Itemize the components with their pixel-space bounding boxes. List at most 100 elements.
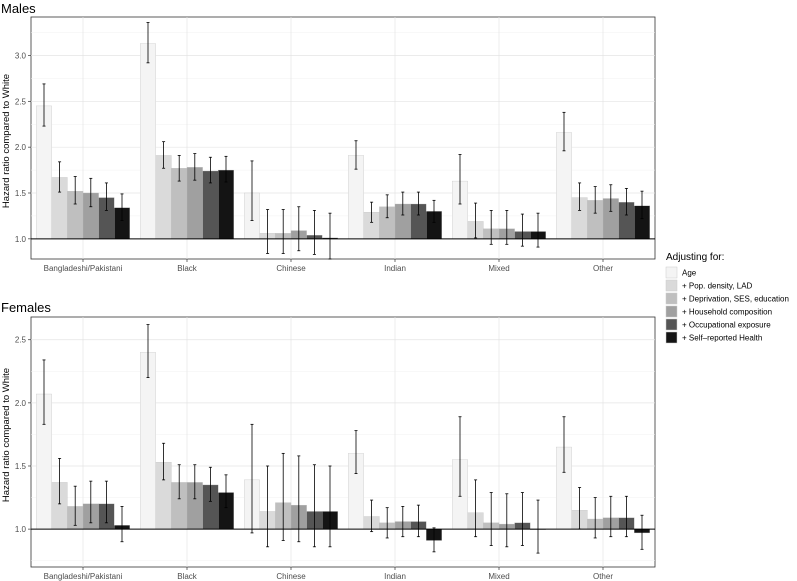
x-tick-label: Bangladeshi/Pakistani xyxy=(44,264,123,273)
error-bar xyxy=(224,474,228,509)
error-bar xyxy=(281,209,285,254)
error-bar xyxy=(73,176,77,205)
legend-label: Age xyxy=(682,269,697,278)
error-bar xyxy=(354,430,358,474)
legend-label: + Self–reported Health xyxy=(682,334,762,343)
error-bar xyxy=(520,213,524,247)
error-bar xyxy=(42,359,46,425)
error-bar xyxy=(578,487,582,530)
error-bar xyxy=(73,485,77,526)
error-bar xyxy=(489,492,493,546)
panel-males: Males Hazard ratio compared to White 1.0… xyxy=(1,1,656,273)
y-tick-label: 2.0 xyxy=(15,399,27,408)
error-bar xyxy=(416,504,420,538)
error-bar xyxy=(401,191,405,216)
error-bar xyxy=(624,495,628,538)
legend: Adjusting for: Age + Pop. density, LAD + D… xyxy=(665,252,789,344)
error-bar xyxy=(536,499,540,554)
plot-area-females: 1.0 1.5 2.0 2.5 Bangladeshi/Pakistani Black Ch… xyxy=(15,316,656,581)
bar-black-series-1 xyxy=(140,43,156,239)
error-bar xyxy=(281,452,285,541)
error-bar xyxy=(640,514,644,550)
error-bar xyxy=(474,479,478,538)
y-tick-label: 2.5 xyxy=(15,97,27,106)
error-bar xyxy=(609,495,613,538)
panel-title-males: Males xyxy=(1,1,36,16)
error-bar xyxy=(328,465,332,548)
error-bar xyxy=(297,455,301,543)
error-bar xyxy=(562,111,566,152)
error-bar xyxy=(297,206,301,252)
y-tick-label: 2.0 xyxy=(15,143,27,152)
error-bar xyxy=(250,160,254,221)
error-bar xyxy=(312,464,316,548)
error-bar xyxy=(624,188,628,216)
panel-title-females: Females xyxy=(1,300,51,315)
x-tick-label: Chinese xyxy=(276,572,306,581)
error-bar xyxy=(489,210,493,245)
legend-entry: Age xyxy=(665,266,697,279)
error-bar xyxy=(224,155,228,183)
legend-entry: + Household composition xyxy=(665,305,772,318)
error-bar xyxy=(474,202,478,239)
x-tick-label: Other xyxy=(593,572,613,581)
error-bar xyxy=(354,140,358,170)
error-bar xyxy=(520,492,524,546)
error-bar xyxy=(266,465,270,548)
x-tick-label: Mixed xyxy=(488,572,509,581)
y-tick-label: 3.0 xyxy=(15,52,27,61)
legend-label: + Deprivation, SES, education xyxy=(682,295,789,304)
error-bar xyxy=(193,153,197,181)
panel-border xyxy=(30,16,656,260)
error-bar xyxy=(162,442,166,481)
error-bar xyxy=(458,154,462,205)
y-axis-title-males: Hazard ratio compared to White xyxy=(1,74,12,208)
error-bar xyxy=(193,464,197,500)
error-bar xyxy=(609,184,613,212)
y-tick-label: 1.0 xyxy=(15,235,27,244)
error-bar xyxy=(370,499,374,533)
error-bar xyxy=(385,507,389,539)
legend-entry: + Occupational exposure xyxy=(665,318,771,331)
panel-females: Females Hazard ratio compared to White 1… xyxy=(1,300,656,581)
error-bar xyxy=(266,209,270,254)
y-tick-label: 1.5 xyxy=(15,462,27,471)
error-bar xyxy=(640,190,644,220)
y-axis-title-females: Hazard ratio compared to White xyxy=(1,368,12,502)
error-bar xyxy=(416,191,420,216)
error-bar xyxy=(162,141,166,169)
error-bar xyxy=(578,182,582,211)
error-bar xyxy=(120,505,124,543)
error-bar xyxy=(328,212,332,260)
error-bar xyxy=(208,466,212,502)
error-bar xyxy=(536,212,540,248)
error-bar xyxy=(312,210,316,255)
legend-entry: + Deprivation, SES, education xyxy=(665,292,789,305)
error-bar xyxy=(385,194,389,219)
x-tick-label: Chinese xyxy=(276,264,306,273)
legend-swatch xyxy=(665,279,678,292)
x-tick-label: Bangladeshi/Pakistani xyxy=(44,572,123,581)
legend-label: + Occupational exposure xyxy=(682,321,771,330)
x-tick-label: Indian xyxy=(384,264,406,273)
panel-border xyxy=(30,316,656,568)
error-bar xyxy=(593,186,597,214)
error-bar xyxy=(89,480,93,524)
error-bar xyxy=(58,161,62,193)
error-bar xyxy=(104,480,108,524)
y-tick-label: 1.5 xyxy=(15,189,27,198)
error-bar xyxy=(432,199,436,223)
y-tick-label: 2.5 xyxy=(15,336,27,345)
error-bar xyxy=(401,505,405,538)
error-bar xyxy=(458,416,462,497)
legend-swatch xyxy=(665,318,678,331)
legend-swatch xyxy=(665,266,678,279)
x-tick-label: Other xyxy=(593,264,613,273)
error-bar xyxy=(146,22,150,64)
legend-swatch xyxy=(665,331,678,344)
error-bar xyxy=(432,527,436,553)
error-bar xyxy=(250,423,254,534)
error-bar xyxy=(58,458,62,505)
x-tick-label: Mixed xyxy=(488,264,509,273)
